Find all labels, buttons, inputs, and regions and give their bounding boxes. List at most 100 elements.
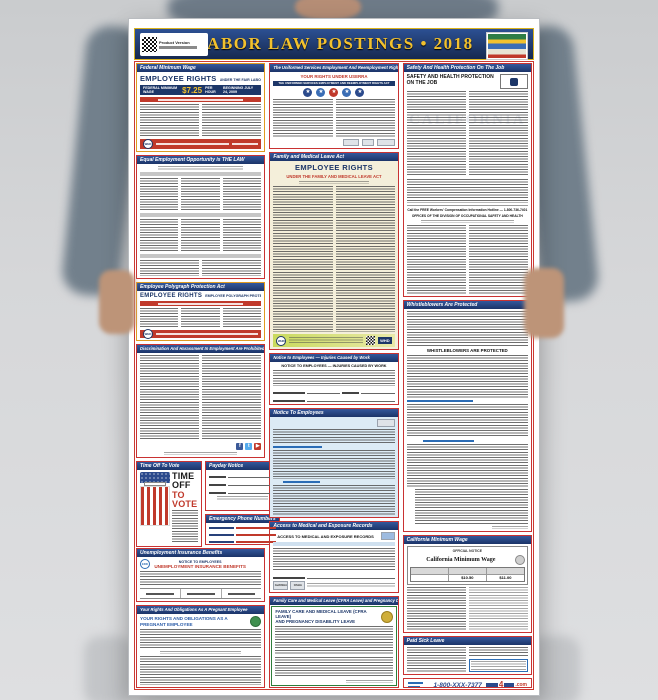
fine-print: [275, 641, 393, 656]
section-title: Notice to Employees — Injuries Caused by…: [270, 354, 398, 362]
gold-seal-icon: [380, 610, 393, 623]
offices-heading: OFFICES OF THE DIVISION OF OCCUPATIONAL …: [411, 214, 523, 219]
fine-print: [202, 259, 262, 276]
userra-star-icon: ★: [303, 88, 313, 97]
section-fmla: Family and Medical Leave Act EMPLOYEE RI…: [269, 152, 399, 350]
footer-note-lines: [407, 682, 430, 687]
fine-print: [140, 571, 262, 586]
section-title: Your Rights And Obligations As A Pregnan…: [137, 606, 265, 614]
section-eeo-law: Equal Employment Opportunity is THE LAW: [136, 155, 266, 279]
red-divider-band: [140, 97, 262, 102]
wage-amount: $7.25: [182, 85, 203, 95]
minimum-wage-table: $10.50 $11.00: [409, 567, 525, 582]
fine-print: [202, 104, 262, 137]
rate-small-employers: $10.50: [449, 575, 487, 581]
agency-logo-chip: [361, 139, 374, 146]
section-title: The Uniformed Services Employment And Re…: [270, 64, 398, 72]
rate-schedule-table: [468, 587, 528, 630]
ui-table: [140, 588, 262, 599]
camw-title: California Minimum Wage: [426, 557, 496, 563]
section-userra: The Uniformed Services Employment And Re…: [269, 63, 399, 149]
fine-print: [345, 680, 393, 684]
person-neck: [295, 0, 361, 20]
fine-print: [273, 548, 395, 571]
office-directory-left: [406, 225, 466, 294]
fine-print: [273, 449, 395, 480]
section-title: Unemployment Insurance Benefits: [137, 549, 265, 557]
ui-heading-1: NOTICE TO EMPLOYEES: [178, 559, 222, 564]
official-notice-box: OFFICIAL NOTICE California Minimum Wage …: [406, 546, 528, 585]
wage-effective-date: BEGINNING JULY 24, 2009: [222, 86, 254, 94]
wage-band: FEDERAL MINIMUM WAGE $7.25 PER HOUR BEGI…: [140, 85, 262, 95]
fine-print: [491, 526, 528, 530]
section-title: Emergency Phone Numbers: [206, 515, 279, 523]
ballot-box-illustration: [140, 472, 170, 544]
labor-law-poster: Product Version LABOR LAW POSTINGS • 201…: [128, 18, 540, 696]
fine-print: [406, 444, 528, 488]
form-row: [273, 388, 395, 394]
section-medical-exposure-records: Access to Medical and Exposure Records A…: [269, 521, 399, 593]
fine-print: [140, 655, 262, 685]
osha-heading-1: SAFETY AND HEALTH PROTECTION: [406, 74, 494, 80]
records-heading: ACCESS TO MEDICAL AND EXPOSURE RECORDS: [277, 533, 374, 539]
section-cfra-leave: Family Care and Medical Leave (CFRA Leav…: [269, 596, 399, 688]
official-notice-label: OFFICIAL NOTICE: [452, 549, 482, 553]
emergency-row: [209, 525, 276, 530]
fine-print: [335, 186, 395, 332]
section-title: Paid Sick Leave: [403, 637, 531, 645]
vote-payday-row: Time Off To Vote TIME OFF TO VOTE: [136, 461, 280, 547]
section-emergency-phone-numbers: Emergency Phone Numbers: [205, 514, 280, 545]
fine-print: [172, 510, 198, 544]
fine-print: [273, 485, 395, 515]
employee-rights-heading: EMPLOYEE RIGHTS: [140, 74, 217, 83]
fmla-heading: EMPLOYEE RIGHTS: [294, 163, 374, 172]
poster-content: Federal Minimum Wage EMPLOYEE RIGHTS UND…: [134, 61, 534, 690]
agency-logo-chip: [380, 532, 395, 540]
link-text-line: [283, 481, 320, 484]
fine-print: [140, 308, 179, 328]
dfeh-seal-icon: [250, 616, 262, 627]
userra-heading: YOUR RIGHTS UNDER USERRA: [300, 74, 368, 79]
fine-print: [289, 337, 364, 344]
section-title: Access to Medical and Exposure Records: [270, 522, 398, 530]
link-text-line: [406, 399, 474, 402]
fine-print: [164, 452, 238, 455]
sub-section-band: [140, 212, 262, 217]
fmla-footer-band: WHD WHD: [273, 334, 395, 347]
section-title: Equal Employment Opportunity is THE LAW: [137, 156, 265, 164]
section-title: Family and Medical Leave Act: [270, 153, 398, 161]
whd-logo-icon: WHD: [276, 335, 287, 346]
section-title: California Minimum Wage: [403, 536, 531, 544]
section-payday-notice: Payday Notice: [205, 461, 280, 511]
section-polygraph: Employee Polygraph Protection Act EMPLOY…: [136, 282, 266, 341]
section-osha-safety-health: Safety And Health Protection On The Job …: [402, 63, 532, 297]
agency-logo-chip: [342, 139, 359, 146]
footer-phone: 1-800-XXX-7377: [433, 681, 482, 688]
whd-text-logo: WHD: [378, 337, 392, 344]
section-title: Employee Polygraph Protection Act: [137, 283, 265, 291]
employee-rights-heading: EMPLOYEE RIGHTS: [140, 293, 203, 299]
product-version-box: Product Version: [140, 33, 208, 56]
middle-column: The Uniformed Services Employment And Re…: [269, 63, 399, 688]
sub-section-band: [140, 253, 262, 258]
userra-star-icon: ★: [355, 88, 365, 97]
cfra-heading-2: AND PREGNANCY DISABILITY LEAVE: [275, 619, 356, 624]
rate-large-employers: $11.00: [499, 575, 512, 580]
form-row: [273, 396, 395, 402]
section-whistleblowers: Whistleblowers Are Protected WHISTLEBLOW…: [402, 300, 532, 532]
fine-print: [273, 429, 395, 444]
left-column: Federal Minimum Wage EMPLOYEE RIGHTS UND…: [136, 63, 280, 688]
fine-print: [406, 647, 466, 672]
fine-print: [335, 99, 395, 137]
product-version-label: Product Version: [159, 40, 190, 45]
fine-print: [273, 186, 333, 332]
highlight-band: [273, 542, 395, 546]
brand-logo-domain: .com: [515, 682, 527, 688]
twitter-icon: t: [245, 443, 253, 450]
fine-print: [307, 583, 395, 588]
wage-per-hour: PER HOUR: [205, 86, 216, 94]
section-title: Discrimination And Harassment In Employm…: [137, 345, 265, 353]
fine-print: [202, 355, 262, 441]
fine-print: [406, 91, 466, 178]
form-row: [209, 488, 276, 494]
